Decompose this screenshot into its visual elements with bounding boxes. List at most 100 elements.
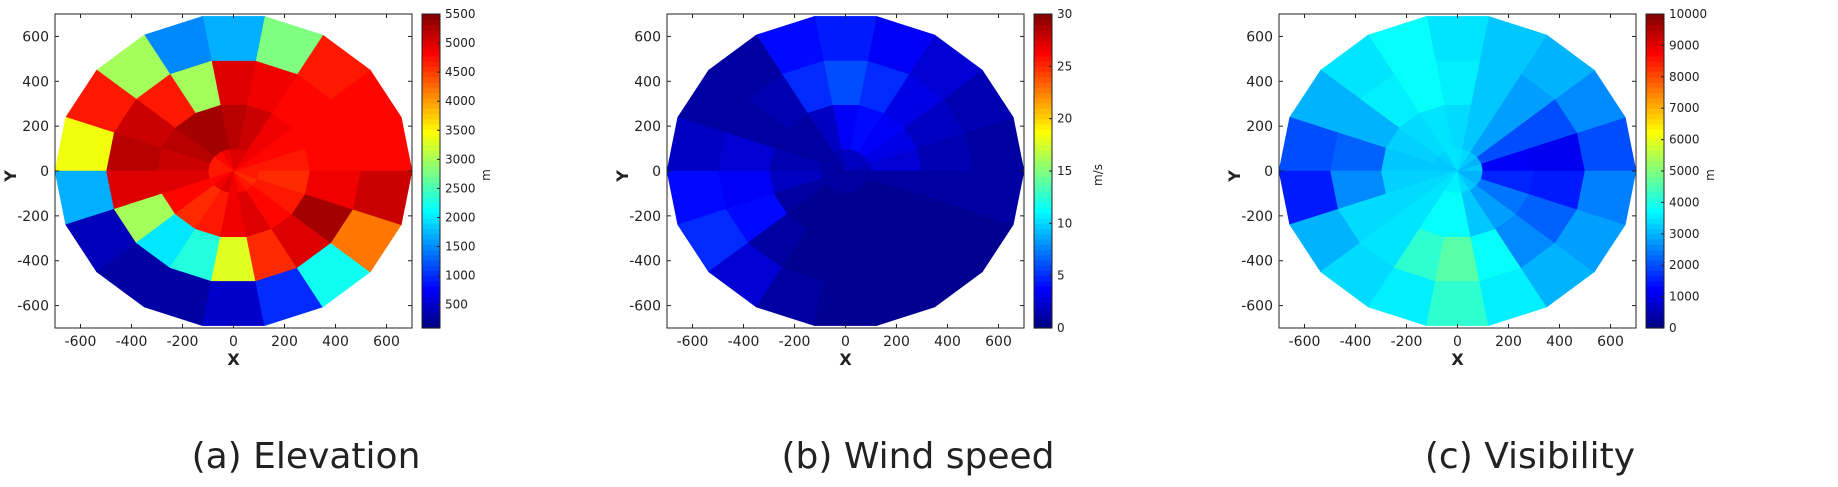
colorbar-swatch [1034, 280, 1052, 287]
colorbar-swatch [422, 87, 440, 94]
y-tick-label: -200 [1241, 209, 1273, 225]
colorbar-swatch [1034, 233, 1052, 240]
colorbar-swatch [422, 202, 440, 209]
colorbar-swatch [1646, 55, 1664, 62]
x-tick-label: 400 [322, 334, 349, 350]
visibility-chart: -600 -400 -200 0 200 400 6006004002000-200-400… [1225, 7, 1717, 369]
colorbar-swatch [1646, 286, 1664, 292]
colorbar-swatch [422, 322, 440, 329]
colorbar-swatch [1646, 218, 1664, 224]
x-tick-label: -200 [1391, 334, 1423, 350]
colorbar-tick-label: 1000 [1669, 290, 1700, 304]
x-tick-label: 0 [841, 334, 850, 350]
y-tick-label: 0 [40, 164, 49, 180]
y-tick-label: 0 [652, 164, 661, 180]
x-tick-label: 0 [229, 334, 238, 350]
colorbar-swatch [422, 249, 440, 256]
colorbar-unit-label: m [479, 169, 493, 181]
colorbar-swatch [422, 186, 440, 193]
colorbar-tick-label: 15 [1057, 164, 1072, 178]
colorbar-swatch [422, 244, 440, 251]
colorbar-swatch [1034, 191, 1052, 198]
colorbar-swatch [1034, 66, 1052, 73]
colorbar-swatch [422, 265, 440, 272]
colorbar-tick-label: 4500 [445, 65, 476, 79]
colorbar-swatch [422, 150, 440, 156]
colorbar-swatch [422, 97, 440, 104]
colorbar-swatch [1646, 76, 1664, 83]
x-tick-label: 0 [1453, 334, 1462, 350]
colorbar-swatch [1646, 212, 1664, 219]
colorbar-unit-label: m [1703, 169, 1717, 181]
colorbar-swatch [422, 286, 440, 292]
colorbar-swatch [422, 275, 440, 282]
colorbar-swatch [422, 66, 440, 73]
colorbar-swatch [422, 307, 440, 313]
colorbar-tick-label: 1000 [445, 269, 476, 283]
x-tick-label: 600 [985, 334, 1012, 350]
colorbar-swatch [1034, 291, 1052, 298]
colorbar-swatch [1034, 113, 1052, 120]
colorbar-swatch [422, 301, 440, 308]
heatmap-cell [202, 281, 265, 326]
colorbar-swatch [422, 317, 440, 324]
colorbar-swatch [422, 40, 440, 46]
colorbar-tick-label: 5000 [1669, 164, 1700, 178]
colorbar-swatch [422, 270, 440, 277]
colorbar-swatch [1646, 108, 1664, 115]
colorbar-swatch [422, 197, 440, 203]
colorbar-swatch [1646, 249, 1664, 256]
colorbar-swatch [422, 19, 440, 26]
colorbar-swatch [1646, 322, 1664, 329]
colorbar-swatch [422, 233, 440, 240]
colorbar-swatch [422, 92, 440, 99]
visibility-caption: (c) Visibility [1424, 436, 1636, 477]
colorbar-swatch [1646, 14, 1664, 20]
colorbar-swatch [422, 34, 440, 41]
colorbar-swatch [1646, 171, 1664, 177]
colorbar-swatch [1646, 66, 1664, 73]
colorbar-swatch [1034, 24, 1052, 31]
y-tick-label: 200 [1246, 119, 1273, 135]
colorbar-swatch [1646, 202, 1664, 209]
colorbar-swatch [1646, 223, 1664, 230]
colorbar-tick-label: 4000 [1669, 195, 1700, 209]
colorbar-swatch [1646, 50, 1664, 57]
colorbar-swatch [1034, 134, 1052, 141]
colorbar-swatch [422, 228, 440, 235]
colorbar-swatch [1646, 176, 1664, 183]
colorbar-tick-label: 4000 [445, 94, 476, 108]
x-tick-label: -200 [779, 334, 811, 350]
colorbar-tick-label: 9000 [1669, 38, 1700, 52]
y-tick-label: 0 [1264, 164, 1273, 180]
colorbar-swatch [1034, 19, 1052, 26]
colorbar-tick-label: 2000 [1669, 258, 1700, 272]
x-tick-label: 600 [373, 334, 400, 350]
colorbar-swatch [1034, 129, 1052, 135]
colorbar-swatch [1034, 118, 1052, 125]
colorbar-swatch [422, 144, 440, 151]
colorbar-swatch [1034, 165, 1052, 172]
colorbar-tick-label: 500 [445, 298, 468, 312]
colorbar-swatch [422, 239, 440, 245]
colorbar-swatch [422, 29, 440, 36]
colorbar-tick-label: 0 [1669, 321, 1677, 335]
heatmap-cell [1426, 281, 1489, 326]
colorbar-swatch [422, 24, 440, 31]
colorbar-swatch [422, 296, 440, 303]
colorbar-swatch [1034, 50, 1052, 57]
colorbar-swatch [1034, 218, 1052, 224]
colorbar-swatch [422, 155, 440, 162]
colorbar-swatch [422, 50, 440, 57]
colorbar-swatch [1034, 160, 1052, 167]
colorbar-swatch [422, 191, 440, 198]
colorbar-tick-label: 10000 [1669, 7, 1707, 21]
colorbar-tick-label: 5000 [445, 36, 476, 50]
colorbar-swatch [422, 61, 440, 67]
x-tick-label: -200 [167, 334, 199, 350]
colorbar-tick-label: 3500 [445, 123, 476, 137]
colorbar-swatch [1646, 244, 1664, 251]
colorbar-swatch [1646, 40, 1664, 46]
visibility-panel: -600 -400 -200 0 200 400 600 600 400 200 0 -200 -400… [1224, 0, 1836, 487]
colorbar-swatch [1646, 291, 1664, 298]
